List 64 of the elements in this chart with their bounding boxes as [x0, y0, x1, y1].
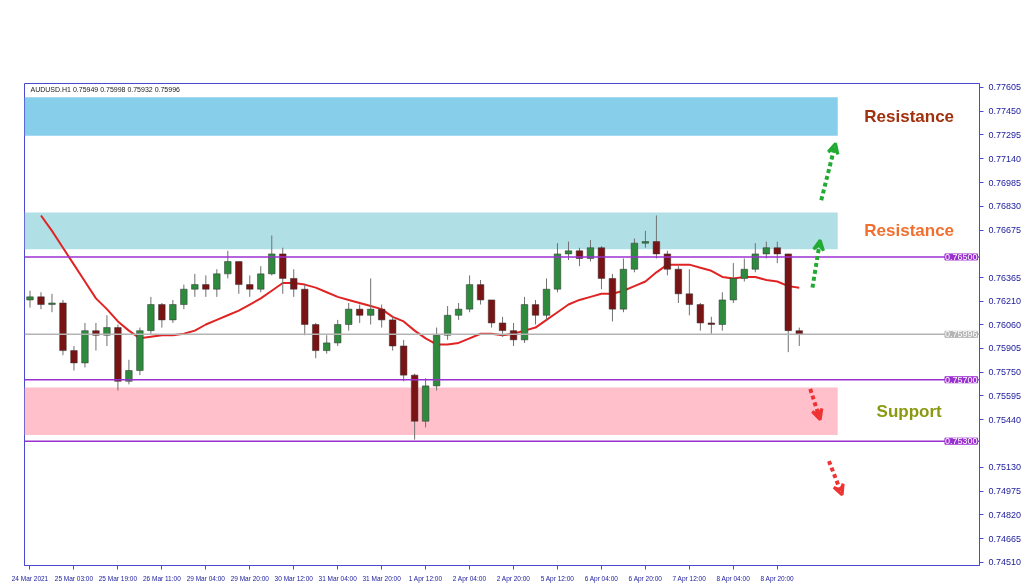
y-tick-label: 0.75130: [988, 462, 1022, 473]
candlestick: [499, 316, 507, 338]
band-label: Support: [876, 401, 943, 421]
candlestick: [795, 327, 803, 347]
ref-line-label: 0.75996: [944, 329, 978, 340]
candlestick: [37, 291, 45, 310]
y-tick-label: 0.76060: [988, 319, 1022, 330]
candlestick: [224, 250, 232, 279]
candlestick: [378, 304, 386, 329]
y-tick-label: 0.77295: [988, 129, 1022, 140]
line-series: [39, 214, 801, 346]
y-tick-label: 0.75440: [988, 414, 1022, 425]
candlestick: [367, 277, 375, 325]
y-tick-label: 0.74820: [988, 509, 1022, 520]
y-tick-label: 0.75750: [988, 367, 1022, 378]
ref-line-label: 0.75700: [944, 374, 978, 385]
y-tick-label: 0.76210: [988, 296, 1022, 307]
candlestick: [290, 268, 298, 298]
candlestick: [477, 279, 485, 306]
ref-line-label: 0.76500: [944, 251, 978, 262]
y-tick-label: 0.75905: [988, 343, 1022, 354]
ref-line-label: 0.75300: [944, 436, 978, 447]
candlestick: [103, 314, 111, 347]
candlestick: [696, 302, 704, 332]
candlestick: [169, 299, 177, 324]
candlestick: [531, 299, 540, 325]
candlestick: [191, 273, 199, 298]
candlestick: [235, 261, 243, 295]
band-label: Resistance: [864, 107, 955, 126]
candlestick: [685, 268, 693, 316]
candlestick: [488, 299, 496, 329]
candlestick: [202, 274, 210, 298]
candlestick: [180, 284, 188, 310]
y-tick-label: 0.75595: [988, 390, 1022, 401]
y-tick-label: 0.76985: [988, 177, 1022, 188]
candlestick: [652, 215, 660, 259]
y-tick-label: 0.76675: [988, 225, 1022, 236]
candlestick: [158, 302, 166, 329]
candlestick: [356, 304, 364, 324]
y-tick-label: 0.77450: [988, 106, 1022, 117]
y-tick-label: 0.77140: [988, 153, 1022, 164]
candlestick: [26, 290, 34, 309]
y-tick-label: 0.76830: [988, 201, 1022, 212]
candlestick: [257, 265, 265, 293]
candlestick: [334, 319, 342, 347]
candlestick: [268, 234, 276, 276]
y-tick-label: 0.77605: [988, 82, 1022, 93]
candlestick: [70, 345, 78, 372]
candlestick: [740, 257, 748, 283]
candlestick: [48, 293, 56, 313]
y-tick-label: 0.74665: [988, 533, 1022, 544]
band-label: Resistance: [864, 221, 955, 241]
candlestick: [444, 305, 452, 341]
candlestick: [345, 302, 353, 332]
candlestick: [564, 241, 573, 261]
y-tick-label: 0.74975: [988, 486, 1022, 497]
y-tick-label: 0.76365: [988, 272, 1022, 283]
candlestick: [213, 268, 221, 298]
candlestick: [246, 274, 254, 298]
candlestick: [729, 262, 737, 304]
candlestick: [773, 241, 781, 264]
y-tick-label: 0.74510: [988, 557, 1022, 568]
candlestick: [323, 334, 331, 355]
candlestick: [751, 242, 759, 273]
